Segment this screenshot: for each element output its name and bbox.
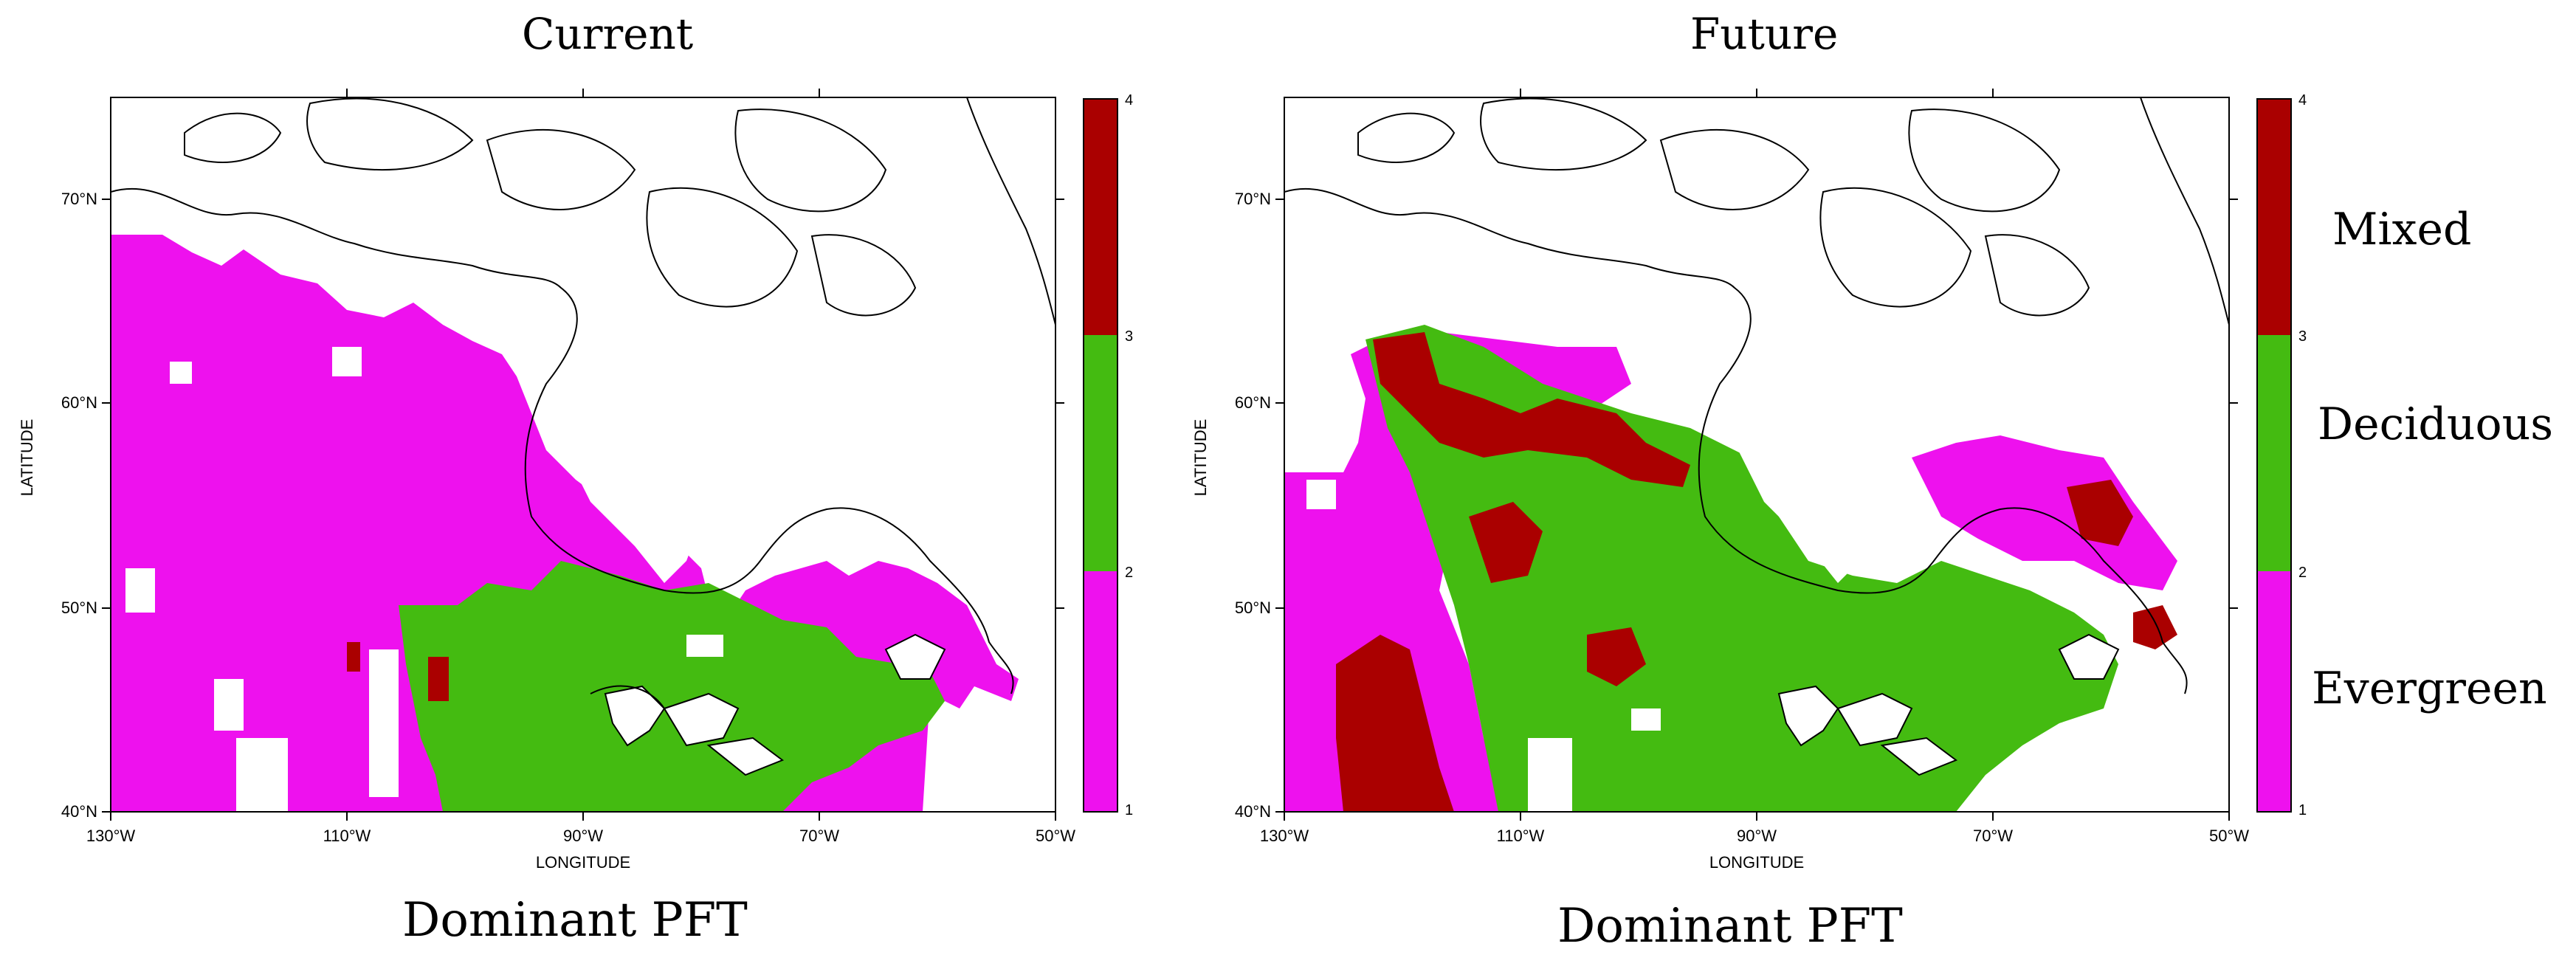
lon-tick-label: 70°W xyxy=(1973,827,2013,845)
colorbar-deciduous xyxy=(2257,335,2291,571)
caption-future: Dominant PFT xyxy=(1557,899,1903,954)
lat-tick-label: 60°N xyxy=(61,393,97,412)
colorbar-mixed xyxy=(1084,99,1117,335)
colorbar-tick: 2 xyxy=(1125,565,1133,581)
lon-tick-label: 70°W xyxy=(799,827,839,845)
lon-tick-label: 50°W xyxy=(2209,827,2249,845)
legend-label-deciduous: Deciduous xyxy=(2318,399,2554,450)
lon-tick-label: 130°W xyxy=(86,827,136,845)
mixed-patch xyxy=(1469,502,1543,583)
colorbar-tick: 3 xyxy=(1125,328,1133,345)
colorbar-tick: 4 xyxy=(1125,92,1133,108)
lon-tick-label: 50°W xyxy=(1036,827,1075,845)
colorbar-tick: 4 xyxy=(2298,92,2307,108)
colorbar-mixed xyxy=(2257,99,2291,335)
lat-tick-label: 60°N xyxy=(1235,393,1271,412)
caption-current: Dominant PFT xyxy=(402,893,748,948)
y-axis-label: LATITUDE xyxy=(18,419,36,497)
colorbar: 1 2 3 4 xyxy=(1083,92,1133,818)
x-axis-label: LONGITUDE xyxy=(1709,853,1804,872)
panel-title-future: Future xyxy=(1690,9,1839,59)
lon-tick-label: 130°W xyxy=(1260,827,1309,845)
legend-label-mixed: Mixed xyxy=(2332,204,2472,255)
lon-tick-label: 110°W xyxy=(323,827,371,845)
mixed-patch xyxy=(347,642,360,672)
mixed-patch xyxy=(1373,332,1690,487)
y-axis-label: LATITUDE xyxy=(1191,419,1210,497)
map-panel-current: 130°W 110°W 90°W 70°W 50°W LONGITUDE 40°… xyxy=(18,89,1133,872)
evergreen-region xyxy=(1912,435,2177,590)
lat-tick-label: 70°N xyxy=(61,190,97,208)
mixed-patch xyxy=(1587,627,1646,686)
lat-tick-label: 50°N xyxy=(1235,599,1271,617)
colorbar-deciduous xyxy=(1084,335,1117,571)
colorbar-evergreen xyxy=(2257,571,2291,812)
lon-tick-label: 110°W xyxy=(1497,827,1545,845)
x-axis-label: LONGITUDE xyxy=(536,853,630,872)
mixed-patch xyxy=(428,657,449,701)
coastline xyxy=(111,187,1014,694)
colorbar: 1 2 3 4 xyxy=(2256,92,2307,818)
lat-tick-label: 70°N xyxy=(1235,190,1271,208)
colorbar-tick: 2 xyxy=(2298,565,2307,581)
colorbar-evergreen xyxy=(1084,571,1117,812)
coastline xyxy=(1284,187,2188,694)
legend-label-evergreen: Evergreen xyxy=(2312,663,2547,714)
mixed-patch xyxy=(1336,635,1454,812)
colorbar-tick: 1 xyxy=(2298,802,2307,818)
mixed-patch xyxy=(2133,605,2177,649)
lat-tick-label: 50°N xyxy=(61,599,97,617)
colorbar-tick: 3 xyxy=(2298,328,2307,345)
lat-tick-label: 40°N xyxy=(61,802,97,821)
lon-tick-label: 90°W xyxy=(563,827,603,845)
colorbar-tick: 1 xyxy=(1125,802,1133,818)
mixed-patch xyxy=(2067,480,2133,546)
panel-title-current: Current xyxy=(522,9,694,59)
lat-tick-label: 40°N xyxy=(1235,802,1271,821)
map-panel-future: 130°W 110°W 90°W 70°W 50°W LONGITUDE 40°… xyxy=(1191,89,2307,872)
lon-tick-label: 90°W xyxy=(1737,827,1777,845)
deciduous-region xyxy=(399,561,945,812)
